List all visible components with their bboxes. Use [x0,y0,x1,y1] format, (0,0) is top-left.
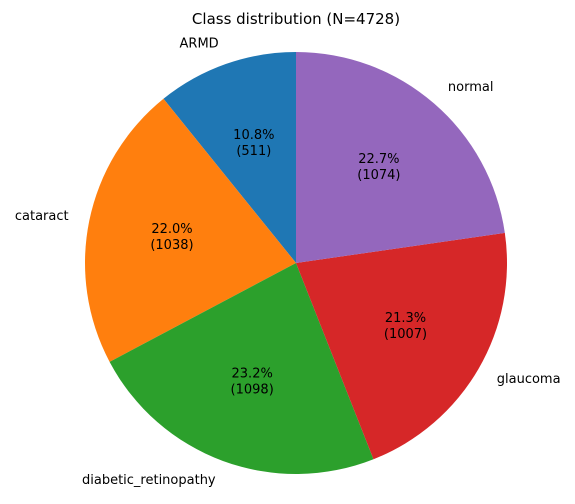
slice-count-label: (511) [236,144,271,159]
slice-count-label: (1038) [150,238,193,253]
slice-label: cataract [15,209,69,224]
slice-label: glaucoma [497,372,561,387]
slice-percent-label: 22.7% [358,152,399,167]
pie-slice-glaucoma [296,232,507,460]
slices-layer [85,52,507,475]
slice-percent-label: 21.3% [385,311,426,326]
slice-count-label: (1074) [357,168,400,183]
pie-slice-armd [163,52,296,263]
slice-percent-label: 23.2% [232,366,273,381]
pie-slice-cataract [85,98,296,362]
slice-label: diabetic_retinopathy [82,473,216,488]
slice-label: normal [448,80,494,95]
chart-title: Class distribution (N=4728) [192,10,400,28]
slice-percent-label: 10.8% [233,128,274,143]
slice-label: ARMD [180,37,219,52]
pie-slice-normal [296,52,505,263]
pie-slice-diabetic-retinopathy [109,263,374,475]
slice-count-label: (1098) [231,382,274,397]
slice-count-label: (1007) [384,327,427,342]
labels-layer: ARMD 10.8%(511) cataract 22.0%(1038) diabeti… [15,37,561,489]
slice-percent-label: 22.0% [151,222,192,237]
